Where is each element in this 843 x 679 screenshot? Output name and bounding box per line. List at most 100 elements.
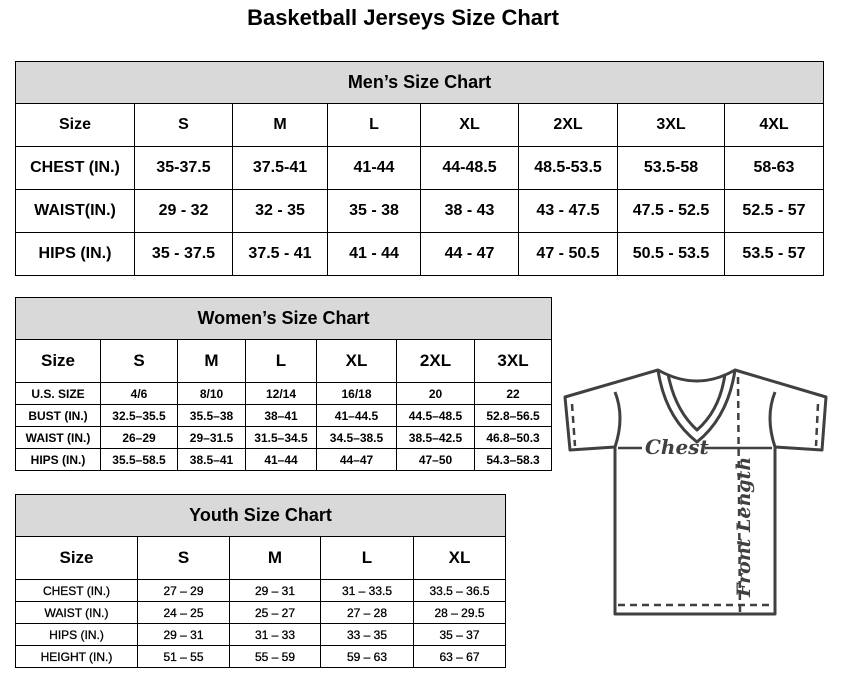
size-column-header: S <box>137 536 230 580</box>
size-column-header: L <box>245 339 317 383</box>
table-cell: 31 – 33.5 <box>320 579 414 602</box>
table-cell: 27 – 29 <box>137 579 230 602</box>
page-title: Basketball Jerseys Size Chart <box>247 5 559 30</box>
jersey-outline <box>563 368 828 616</box>
table-cell: 33.5 – 36.5 <box>412 579 507 602</box>
table-cell: 43 - 47.5 <box>518 189 618 233</box>
size-column-header: M <box>232 103 328 147</box>
row-label: WAIST (IN.) <box>15 426 101 449</box>
table-cell: 22 <box>473 382 553 405</box>
table-cell: 35-37.5 <box>134 146 233 190</box>
row-label: CHEST (IN.) <box>15 579 138 602</box>
table-cell: 35.5–38 <box>177 404 246 427</box>
table-cell: 41 - 44 <box>327 232 421 276</box>
size-header-row: Size S M L XL 2XL 3XL <box>15 339 553 383</box>
table-cell: 16/18 <box>316 382 397 405</box>
size-column-header: L <box>320 536 414 580</box>
table-cell: 28 – 29.5 <box>412 601 507 624</box>
table-row: WAIST(IN.) 29 - 32 32 - 35 35 - 38 38 - 43 43… <box>15 189 824 233</box>
size-label: Size <box>15 339 101 383</box>
table-cell: 35.5–58.5 <box>100 448 178 471</box>
table-row: CHEST (IN.) 35-37.5 37.5-41 41-44 44-48.5 48.… <box>15 146 824 190</box>
chest-label: Chest <box>645 435 709 459</box>
size-column-header: M <box>229 536 321 580</box>
size-column-header: XL <box>412 536 507 580</box>
table-cell: 24 – 25 <box>137 601 230 624</box>
table-cell: 44–47 <box>316 448 397 471</box>
table-cell: 38–41 <box>245 404 317 427</box>
table-cell: 4/6 <box>100 382 178 405</box>
size-column-header: XL <box>420 103 519 147</box>
table-cell: 50.5 - 53.5 <box>617 232 725 276</box>
front-length-label: Front Length <box>733 457 755 598</box>
size-column-header: 2XL <box>396 339 475 383</box>
size-header-row: Size S M L XL <box>15 536 507 580</box>
table-cell: 47 - 50.5 <box>518 232 618 276</box>
table-cell: 31.5–34.5 <box>245 426 317 449</box>
table-row: HIPS (IN.) 35 - 37.5 37.5 - 41 41 - 44 44 - … <box>15 232 824 276</box>
row-label: HIPS (IN.) <box>15 448 101 471</box>
table-cell: 44.5–48.5 <box>396 404 475 427</box>
jersey-collar <box>656 369 737 444</box>
table-row: WAIST (IN.) 24 – 25 25 – 27 27 – 28 28 – 29.… <box>15 601 507 624</box>
mens-size-chart: Men’s Size Chart Size S M L XL 2XL 3XL 4XL CHEST … <box>15 61 824 276</box>
size-column-header: M <box>177 339 246 383</box>
table-cell: 52.5 - 57 <box>724 189 824 233</box>
table-cell: 51 – 55 <box>137 645 230 668</box>
chart-title: Youth Size Chart <box>14 494 507 537</box>
table-cell: 35 - 37.5 <box>134 232 233 276</box>
table-cell: 38.5–42.5 <box>396 426 475 449</box>
table-cell: 48.5-53.5 <box>518 146 618 190</box>
row-label: HIPS (IN.) <box>15 232 135 276</box>
row-label: HIPS (IN.) <box>15 623 138 646</box>
chart-title: Men’s Size Chart <box>15 61 824 104</box>
row-label: U.S. SIZE <box>15 382 101 405</box>
table-cell: 55 – 59 <box>229 645 321 668</box>
table-cell: 27 – 28 <box>320 601 414 624</box>
table-row: CHEST (IN.) 27 – 29 29 – 31 31 – 33.5 33.5 –… <box>15 579 507 602</box>
table-row: WAIST (IN.) 26–29 29–31.5 31.5–34.5 34.5–38.… <box>15 426 553 449</box>
table-cell: 12/14 <box>245 382 317 405</box>
size-column-header: 2XL <box>518 103 618 147</box>
table-cell: 58-63 <box>724 146 824 190</box>
row-label: CHEST (IN.) <box>15 146 135 190</box>
table-cell: 29 – 31 <box>137 623 230 646</box>
table-row: BUST (IN.) 32.5–35.5 35.5–38 38–41 41–44.5 44… <box>15 404 553 427</box>
table-cell: 34.5–38.5 <box>316 426 397 449</box>
table-cell: 59 – 63 <box>320 645 414 668</box>
table-cell: 25 – 27 <box>229 601 321 624</box>
table-row: HEIGHT (IN.) 51 – 55 55 – 59 59 – 63 63 – 67 <box>15 645 507 668</box>
size-column-header: XL <box>316 339 397 383</box>
youth-size-chart: Youth Size Chart Size S M L XL CHEST (IN.) 27 –… <box>14 494 507 668</box>
row-label: WAIST(IN.) <box>15 189 135 233</box>
size-label: Size <box>15 103 135 147</box>
table-row: U.S. SIZE 4/6 8/10 12/14 16/18 20 22 <box>15 382 553 405</box>
size-column-header: 3XL <box>617 103 725 147</box>
size-column-header: 3XL <box>473 339 553 383</box>
row-label: HEIGHT (IN.) <box>15 645 138 668</box>
jersey-diagram: Chest Front Length <box>563 368 828 616</box>
table-cell: 47.5 - 52.5 <box>617 189 725 233</box>
size-header-row: Size S M L XL 2XL 3XL 4XL <box>15 103 824 147</box>
row-label: WAIST (IN.) <box>15 601 138 624</box>
table-cell: 41–44 <box>245 448 317 471</box>
size-column-header: 4XL <box>724 103 824 147</box>
table-cell: 47–50 <box>396 448 475 471</box>
table-cell: 37.5-41 <box>232 146 328 190</box>
table-row: HIPS (IN.) 35.5–58.5 38.5–41 41–44 44–47 47–5… <box>15 448 553 471</box>
table-cell: 44-48.5 <box>420 146 519 190</box>
table-cell: 29–31.5 <box>177 426 246 449</box>
table-cell: 35 – 37 <box>412 623 507 646</box>
table-cell: 38.5–41 <box>177 448 246 471</box>
table-cell: 38 - 43 <box>420 189 519 233</box>
size-column-header: L <box>327 103 421 147</box>
table-cell: 32.5–35.5 <box>100 404 178 427</box>
womens-size-chart: Women’s Size Chart Size S M L XL 2XL 3XL U.S. SI… <box>14 297 553 471</box>
size-column-header: S <box>100 339 178 383</box>
row-label: BUST (IN.) <box>15 404 101 427</box>
table-cell: 33 – 35 <box>320 623 414 646</box>
table-cell: 41-44 <box>327 146 421 190</box>
table-row: HIPS (IN.) 29 – 31 31 – 33 33 – 35 35 – 37 <box>15 623 507 646</box>
table-cell: 8/10 <box>177 382 246 405</box>
table-cell: 29 - 32 <box>134 189 233 233</box>
